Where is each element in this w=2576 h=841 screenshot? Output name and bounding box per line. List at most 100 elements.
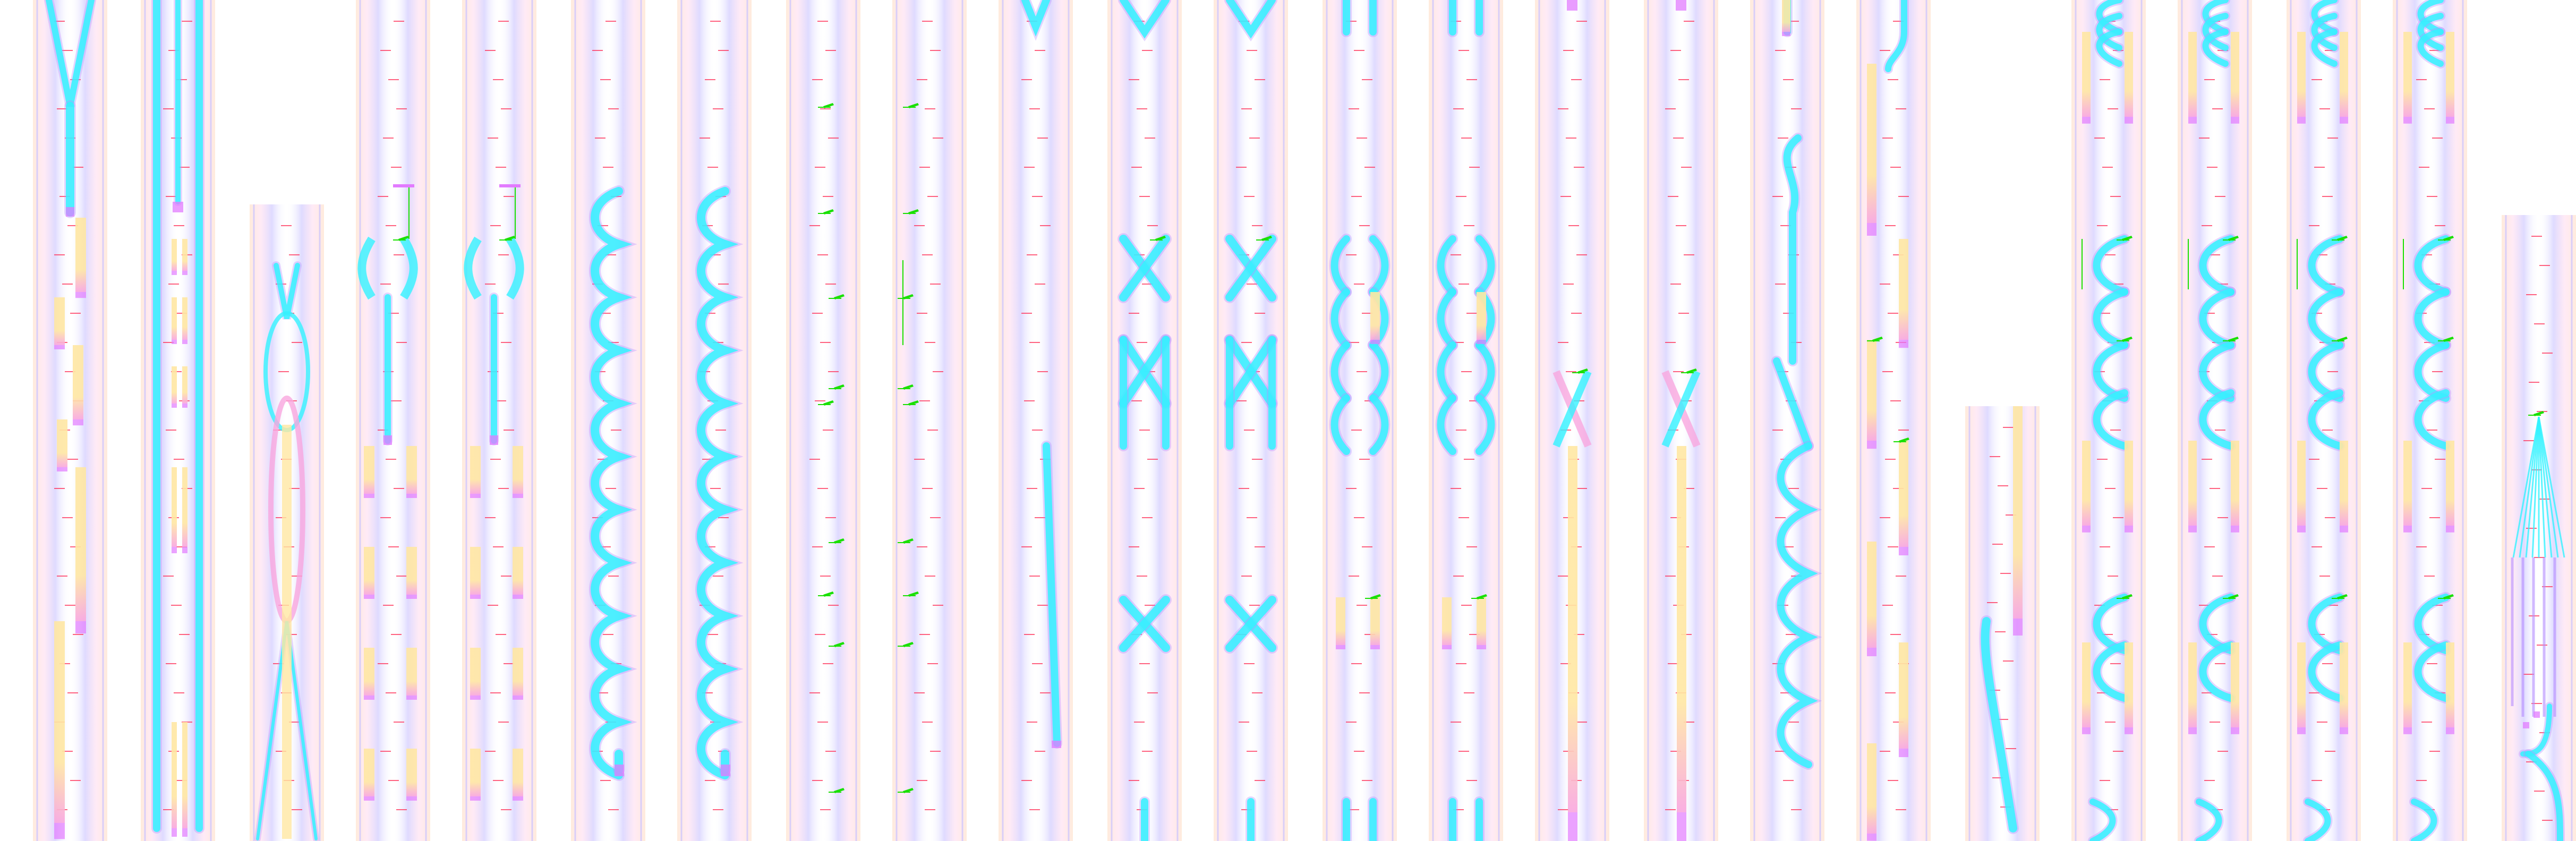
waveguide-icon <box>2202 13 2229 51</box>
waveguide-icon <box>1369 341 1389 402</box>
taper-icon <box>182 297 187 340</box>
pad-icon <box>1568 812 1577 841</box>
taper-icon <box>1899 441 1908 547</box>
waveguide-icon <box>2311 29 2338 67</box>
waveguide-icon <box>1437 341 1456 402</box>
pad-icon <box>2340 117 2348 124</box>
pad-icon <box>182 828 187 837</box>
pad-icon <box>1867 223 1876 236</box>
waveguide-icon <box>1437 394 1456 455</box>
pad-icon <box>172 404 177 408</box>
pad-icon <box>406 796 417 801</box>
waveguide-icon <box>2305 799 2331 841</box>
pad-icon <box>513 595 523 599</box>
waveguide-icon <box>2199 594 2234 654</box>
taper-icon <box>2082 32 2091 117</box>
waveguide-icon <box>2417 0 2444 35</box>
waveguide-icon <box>1330 394 1350 455</box>
waveguide-icon <box>591 187 633 779</box>
pad-icon <box>2231 727 2239 734</box>
pad-icon <box>172 828 177 837</box>
taper-icon <box>2340 642 2348 727</box>
taper-icon <box>2188 32 2197 117</box>
waveguide-icon <box>1119 336 1170 408</box>
taper-icon <box>172 467 177 547</box>
taper-icon <box>2297 441 2306 526</box>
taper-icon <box>406 547 417 595</box>
pad-icon <box>470 696 481 700</box>
pad-icon <box>2523 722 2529 728</box>
column-guide <box>786 0 860 841</box>
waveguide-icon <box>2531 416 2540 558</box>
pad-icon <box>2297 117 2306 124</box>
pad-icon <box>2403 727 2412 734</box>
pad-icon <box>173 202 183 212</box>
waveguide-icon <box>2538 416 2553 558</box>
devices <box>44 0 2565 841</box>
label-ticks <box>54 21 2553 821</box>
waveguide-icon <box>2308 641 2343 702</box>
waveguide-icon <box>2096 29 2122 67</box>
pad-icon <box>75 621 86 634</box>
waveguide-icon <box>2308 341 2343 402</box>
pad-icon <box>364 595 374 599</box>
pad-icon <box>1867 441 1876 449</box>
pad-icon <box>182 340 187 344</box>
waveguide-icon <box>2308 235 2343 296</box>
pad-icon <box>54 823 65 839</box>
taper-icon <box>2125 32 2133 117</box>
pad-icon <box>2082 727 2091 734</box>
waveguide-icon <box>1369 235 1389 296</box>
taper-icon <box>2446 642 2454 727</box>
pad-icon <box>615 765 624 776</box>
taper-icon <box>513 749 523 796</box>
taper-icon <box>2013 406 2023 619</box>
taper-icon <box>172 722 177 828</box>
waveguide-icon <box>2414 389 2450 450</box>
waveguide-icon <box>2093 288 2128 349</box>
waveguide-icon <box>2199 341 2234 402</box>
taper-icon <box>2125 441 2133 526</box>
waveguide-icon <box>2199 235 2234 296</box>
pad-icon <box>2446 117 2454 124</box>
waveguide-icon <box>2538 416 2546 558</box>
taper-icon <box>1370 292 1380 340</box>
taper-icon <box>470 749 481 796</box>
waveguide-icon <box>1119 235 1170 302</box>
taper-icon <box>75 467 86 621</box>
taper-icon <box>1677 446 1686 812</box>
pad-icon <box>75 292 86 298</box>
taper-icon <box>2125 642 2133 727</box>
waveguide-icon <box>1021 0 1050 37</box>
pad-icon <box>172 547 177 553</box>
pad-icon <box>2082 526 2091 533</box>
taper-icon <box>1867 340 1876 441</box>
waveguide-icon <box>1119 596 1170 652</box>
pad-icon <box>406 595 417 599</box>
waveguide-icon <box>1225 235 1276 302</box>
waveguide-icon <box>2096 13 2122 51</box>
pad-icon <box>1052 741 1061 748</box>
waveguide-icon <box>2308 594 2343 654</box>
pad-icon <box>1677 812 1686 841</box>
pad-icon <box>2403 117 2412 124</box>
waveguide-icon <box>2096 0 2122 35</box>
waveguide-icon <box>1330 235 1350 296</box>
taper-icon <box>73 345 83 419</box>
waveguide-icon <box>2093 389 2128 450</box>
waveguide-icon <box>2311 0 2338 35</box>
waveguide-icon <box>2414 288 2450 349</box>
pad-icon <box>1477 340 1486 344</box>
column-guide <box>677 0 752 841</box>
taper-icon <box>364 446 374 494</box>
waveguide-icon <box>1475 341 1495 402</box>
taper-icon <box>2297 32 2306 117</box>
waveguide-icon <box>2308 288 2343 349</box>
waveguide-icon <box>2311 13 2338 51</box>
waveguide-icon <box>2093 341 2128 402</box>
taper-icon <box>406 648 417 696</box>
taper-icon <box>1477 292 1486 340</box>
pad-icon <box>57 467 67 471</box>
waveguide-icon <box>2525 751 2563 841</box>
waveguide-icon <box>2414 341 2450 402</box>
